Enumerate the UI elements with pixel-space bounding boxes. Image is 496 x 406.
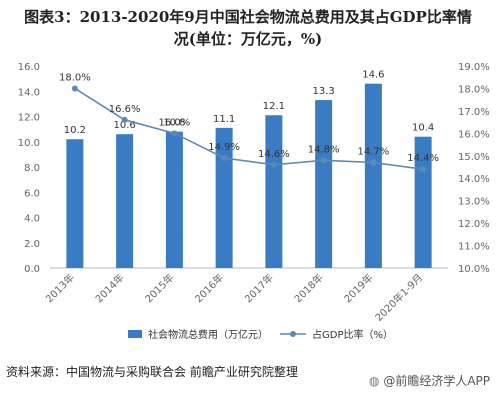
y-left-tick-label: 0.0: [24, 264, 40, 275]
y-right-tick-label: 17.0%: [458, 107, 490, 118]
combo-chart: 0.0 2.0 4.0 6.0 8.0 10.0 12.0 14.0 16.0 10.0% 11.0…: [18, 62, 490, 341]
bar: [414, 136, 432, 268]
y-left-tick-label: 4.0: [24, 214, 40, 225]
legend-bar-swatch: [128, 330, 142, 338]
x-tick-label: 2017年: [242, 271, 276, 305]
title-line-2: 况(单位：万亿元，%): [173, 30, 323, 48]
ratio-data-label: 16.0%: [158, 117, 190, 128]
y-left-tick-label: 2.0: [24, 239, 40, 250]
y-left-tick-label: 16.0: [18, 62, 40, 73]
y-right-tick-label: 10.0%: [458, 264, 490, 275]
x-tick-label: 2019年: [341, 271, 375, 305]
ratio-data-label: 14.8%: [308, 144, 340, 155]
ratio-data-label: 16.6%: [109, 104, 141, 115]
wechat-icon: ◍: [369, 374, 380, 388]
ratio-data-label: 14.9%: [208, 142, 240, 153]
bar: [364, 83, 382, 268]
ratio-line: [74, 87, 424, 171]
bar-data-label: 10.6: [113, 120, 135, 131]
bar: [66, 139, 84, 268]
legend-line-marker: [290, 331, 296, 337]
y-left-tick-label: 10.0: [18, 138, 40, 149]
bar: [165, 131, 183, 268]
y-right-tick-label: 15.0%: [458, 152, 490, 163]
source-note: 资料来源：中国物流与采购联合会 前瞻产业研究院整理: [6, 365, 298, 379]
y-right-tick-label: 14.0%: [458, 174, 490, 185]
ratio-point: [370, 159, 377, 166]
y-left-tick-label: 12.0: [18, 113, 40, 124]
bar-data-label: 11.1: [213, 114, 235, 125]
bar-data-label: 12.1: [263, 101, 285, 112]
y-left-tick-label: 8.0: [24, 163, 40, 174]
legend-bar-label: 社会物流总费用（万亿元）: [148, 328, 268, 341]
x-tick-label: 2015年: [142, 271, 176, 305]
bar: [116, 134, 134, 268]
bar-data-label: 10.4: [412, 123, 434, 134]
bar-data-label: 10.8: [163, 118, 185, 129]
y-right-tick-label: 11.0%: [458, 242, 490, 253]
chart-title: 图表3：2013-2020年9月中国社会物流总费用及其占GDP比率情 况(单位：…: [0, 6, 496, 50]
ratio-point: [171, 130, 178, 137]
y-right-tick-label: 19.0%: [458, 62, 490, 73]
ratio-data-label: 14.6%: [258, 149, 290, 160]
y-right-tick-label: 12.0%: [458, 219, 490, 230]
x-tick-label: 2014年: [92, 271, 126, 305]
title-line-1: 图表3：2013-2020年9月中国社会物流总费用及其占GDP比率情: [24, 8, 472, 26]
ratio-point: [121, 116, 128, 123]
x-tick-label: 2020年1-9月: [372, 271, 425, 324]
bar: [215, 127, 233, 268]
bar: [315, 100, 333, 269]
y-left-tick-label: 14.0: [18, 87, 40, 98]
bar-data-label: 14.6: [362, 70, 384, 81]
x-tick-label: 2018年: [291, 271, 325, 305]
y-right-tick-label: 18.0%: [458, 84, 490, 95]
bar-data-label: 10.2: [64, 125, 86, 136]
ratio-point: [71, 85, 78, 92]
watermark-text: @前瞻经济学人APP: [383, 374, 490, 388]
ratio-point: [270, 161, 277, 168]
ratio-point: [221, 155, 228, 162]
bar: [265, 115, 283, 268]
ratio-data-label: 14.4%: [407, 153, 439, 164]
ratio-data-label: 18.0%: [59, 72, 91, 83]
y-right-tick-label: 16.0%: [458, 129, 490, 140]
y-left-tick-label: 6.0: [24, 188, 40, 199]
chart-area: 0.0 2.0 4.0 6.0 8.0 10.0 12.0 14.0 16.0 10.0% 11.0…: [0, 52, 496, 352]
x-tick-label: 2016年: [192, 271, 226, 305]
bar-data-label: 13.3: [312, 86, 334, 97]
ratio-point: [320, 157, 327, 164]
ratio-point: [420, 166, 427, 173]
y-right-tick-label: 13.0%: [458, 197, 490, 208]
legend-line-label: 占GDP比率（%）: [312, 328, 393, 341]
x-tick-label: 2013年: [43, 271, 77, 305]
watermark: ◍ @前瞻经济学人APP: [369, 372, 490, 389]
ratio-data-label: 14.7%: [357, 147, 389, 158]
